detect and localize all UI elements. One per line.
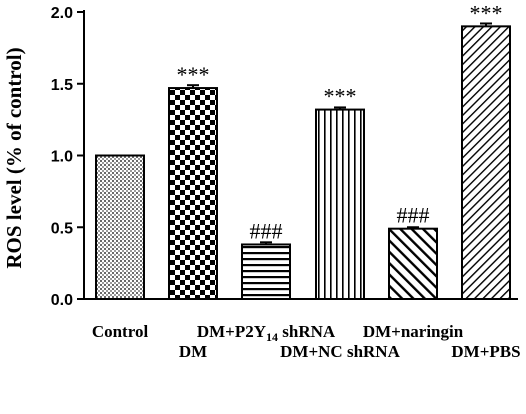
y-axis-label: ROS level (% of control): [2, 47, 26, 268]
bar-2: [168, 87, 218, 301]
x-category-label: Control: [92, 322, 149, 341]
axes: [83, 10, 518, 300]
x-category-label: DM: [179, 342, 207, 361]
y-tick-label: 0.5: [51, 220, 73, 237]
y-tick-label: 1.5: [51, 77, 73, 94]
bar-3: [241, 243, 291, 300]
y-tick-label: 2.0: [51, 5, 73, 22]
x-category-label: DM+naringin: [363, 322, 464, 341]
y-tick-label: 0.0: [51, 292, 73, 309]
x-category-label: DM+NC shRNA: [280, 342, 400, 361]
significance-label: ###: [250, 218, 283, 243]
bars: *** ### *** ### ***: [95, 0, 511, 301]
significance-label: ###: [397, 203, 430, 228]
x-category-label: DM+PBS: [451, 342, 520, 361]
y-axis-ticks: 0.0 0.5 1.0 1.5 2.0: [51, 5, 84, 309]
bar-6: [461, 25, 511, 300]
significance-label: ***: [470, 0, 503, 25]
x-category-label: DM+P2Y14 shRNA: [197, 322, 336, 344]
significance-label: ***: [324, 84, 357, 109]
y-tick-label: 1.0: [51, 149, 73, 166]
significance-label: ***: [177, 62, 210, 87]
bar-1: [95, 154, 145, 300]
bar-5: [388, 227, 438, 300]
bar-4: [315, 108, 365, 300]
